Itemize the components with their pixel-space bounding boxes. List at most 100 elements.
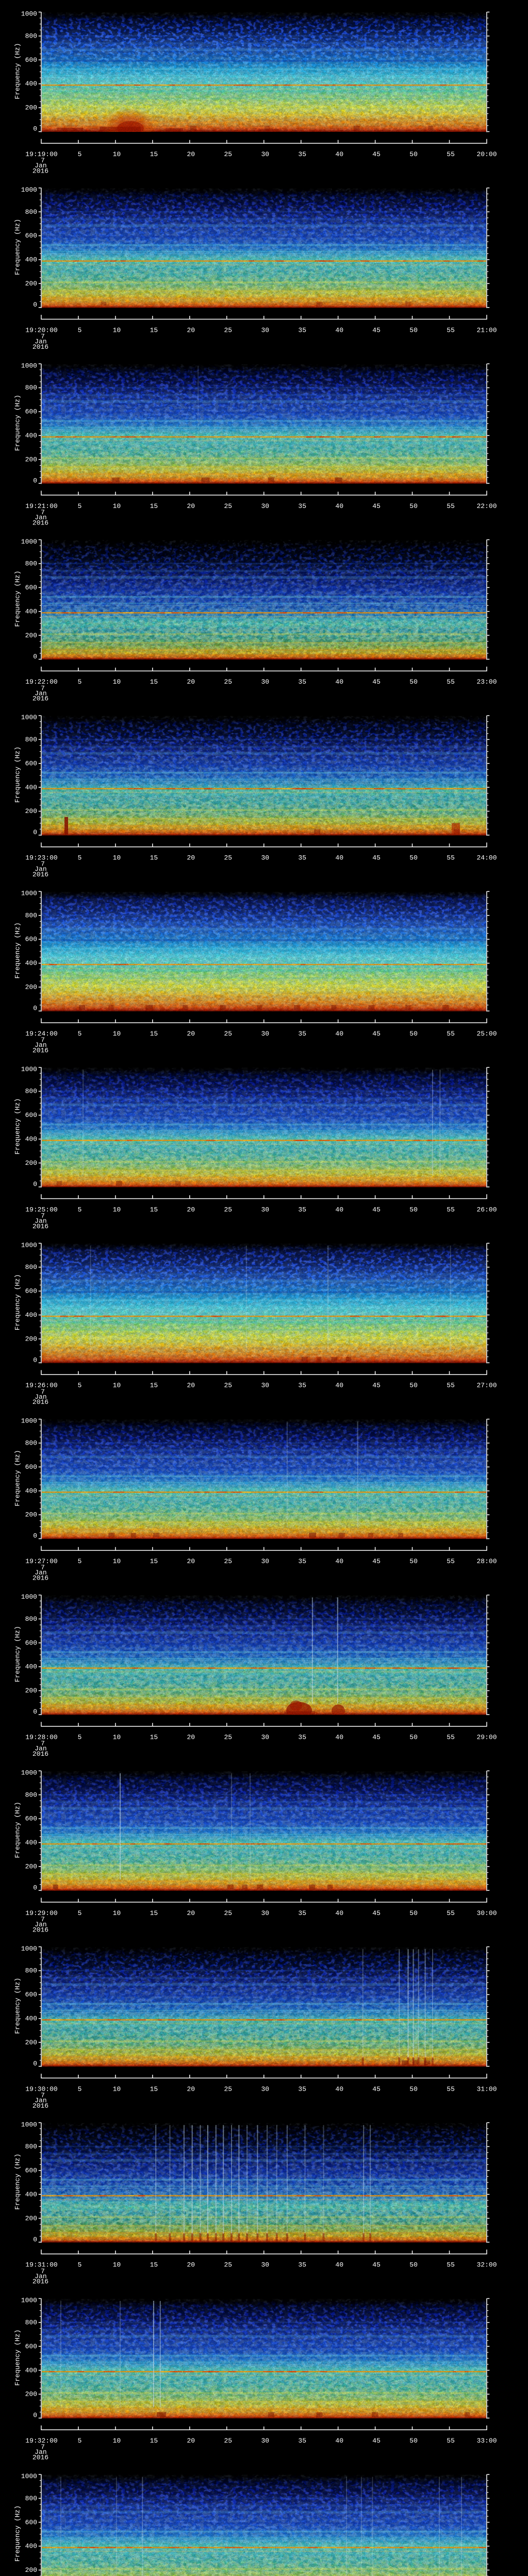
svg-text:7: 7 [41,1036,45,1044]
svg-text:20: 20 [187,1557,195,1565]
svg-text:Jan: Jan [35,1745,46,1753]
svg-text:Frequency (Hz): Frequency (Hz) [14,1450,22,1506]
svg-text:25: 25 [224,1206,232,1213]
svg-text:7: 7 [41,684,45,692]
svg-text:600: 600 [25,759,37,767]
svg-text:Jan: Jan [35,1921,46,1928]
svg-text:45: 45 [372,1734,381,1741]
svg-text:50: 50 [409,1030,418,1038]
svg-text:10: 10 [113,1909,121,1917]
svg-text:25:00: 25:00 [476,1030,497,1038]
svg-text:35: 35 [298,1909,306,1917]
svg-text:2016: 2016 [32,695,48,703]
svg-text:40: 40 [335,854,343,862]
svg-text:20: 20 [187,1734,195,1741]
svg-text:20: 20 [187,1382,195,1389]
svg-text:Frequency (Hz): Frequency (Hz) [14,2329,22,2385]
svg-text:5: 5 [78,1030,82,1038]
svg-text:400: 400 [25,1839,37,1846]
svg-text:0: 0 [33,301,37,309]
svg-text:20: 20 [187,150,195,158]
svg-text:19:20:00: 19:20:00 [25,326,57,334]
svg-text:50: 50 [409,326,418,334]
svg-text:25: 25 [224,678,232,686]
svg-text:19:27:00: 19:27:00 [25,1557,57,1565]
svg-text:7: 7 [41,2267,45,2275]
svg-text:7: 7 [41,2091,45,2099]
svg-text:7: 7 [41,1564,45,1571]
svg-text:800: 800 [25,2319,37,2327]
svg-text:1000: 1000 [21,1769,37,1777]
svg-text:20: 20 [187,326,195,334]
svg-text:20: 20 [187,854,195,862]
svg-text:55: 55 [447,1206,455,1213]
svg-text:45: 45 [372,854,381,862]
svg-text:200: 200 [25,455,37,463]
svg-text:800: 800 [25,1615,37,1623]
svg-text:10: 10 [113,1734,121,1741]
svg-text:2016: 2016 [32,871,48,878]
svg-text:19:31:00: 19:31:00 [25,2261,57,2269]
svg-text:0: 0 [33,1180,37,1188]
svg-text:15: 15 [150,502,158,510]
svg-text:50: 50 [409,678,418,686]
svg-text:400: 400 [25,2543,37,2550]
svg-text:600: 600 [25,1991,37,1998]
svg-text:Jan: Jan [35,1393,46,1401]
svg-text:20: 20 [187,2261,195,2269]
svg-text:10: 10 [113,150,121,158]
svg-text:200: 200 [25,2214,37,2222]
svg-text:15: 15 [150,326,158,334]
svg-text:55: 55 [447,150,455,158]
svg-text:Frequency (Hz): Frequency (Hz) [14,747,22,803]
svg-text:45: 45 [372,326,381,334]
svg-text:31:00: 31:00 [476,2085,497,2093]
svg-text:2016: 2016 [32,2278,48,2285]
svg-text:Frequency (Hz): Frequency (Hz) [14,1098,22,1155]
svg-text:1000: 1000 [21,890,37,897]
svg-text:5: 5 [78,2085,82,2093]
svg-text:800: 800 [25,1263,37,1271]
svg-text:1000: 1000 [21,538,37,546]
svg-text:200: 200 [25,984,37,991]
svg-text:800: 800 [25,736,37,743]
svg-text:7: 7 [41,333,45,341]
svg-text:55: 55 [447,1382,455,1389]
svg-text:2016: 2016 [32,1046,48,1054]
svg-text:45: 45 [372,1382,381,1389]
svg-text:10: 10 [113,2437,121,2445]
svg-text:600: 600 [25,1287,37,1295]
svg-text:40: 40 [335,326,343,334]
svg-text:55: 55 [447,326,455,334]
svg-text:30: 30 [261,1734,269,1741]
svg-text:35: 35 [298,502,306,510]
svg-text:1000: 1000 [21,186,37,194]
svg-text:20:00: 20:00 [476,150,497,158]
svg-text:50: 50 [409,1206,418,1213]
svg-text:600: 600 [25,2518,37,2526]
svg-text:800: 800 [25,1791,37,1799]
svg-text:400: 400 [25,2015,37,2023]
svg-text:Frequency (Hz): Frequency (Hz) [14,219,22,275]
svg-text:400: 400 [25,1311,37,1319]
svg-text:200: 200 [25,280,37,287]
svg-text:20: 20 [187,2085,195,2093]
svg-text:7: 7 [41,157,45,164]
svg-text:30:00: 30:00 [476,1909,497,1917]
svg-text:45: 45 [372,678,381,686]
svg-text:Jan: Jan [35,1041,46,1049]
svg-text:25: 25 [224,1909,232,1917]
svg-text:55: 55 [447,1557,455,1565]
svg-text:Frequency (Hz): Frequency (Hz) [14,2505,22,2562]
svg-text:5: 5 [78,1382,82,1389]
svg-text:Frequency (Hz): Frequency (Hz) [14,395,22,451]
svg-text:45: 45 [372,150,381,158]
svg-text:5: 5 [78,326,82,334]
svg-text:1000: 1000 [21,1945,37,1953]
svg-text:20: 20 [187,1206,195,1213]
svg-text:5: 5 [78,1206,82,1213]
svg-text:800: 800 [25,1439,37,1447]
svg-text:Frequency (Hz): Frequency (Hz) [14,43,22,99]
svg-text:200: 200 [25,1335,37,1343]
svg-text:600: 600 [25,2343,37,2350]
